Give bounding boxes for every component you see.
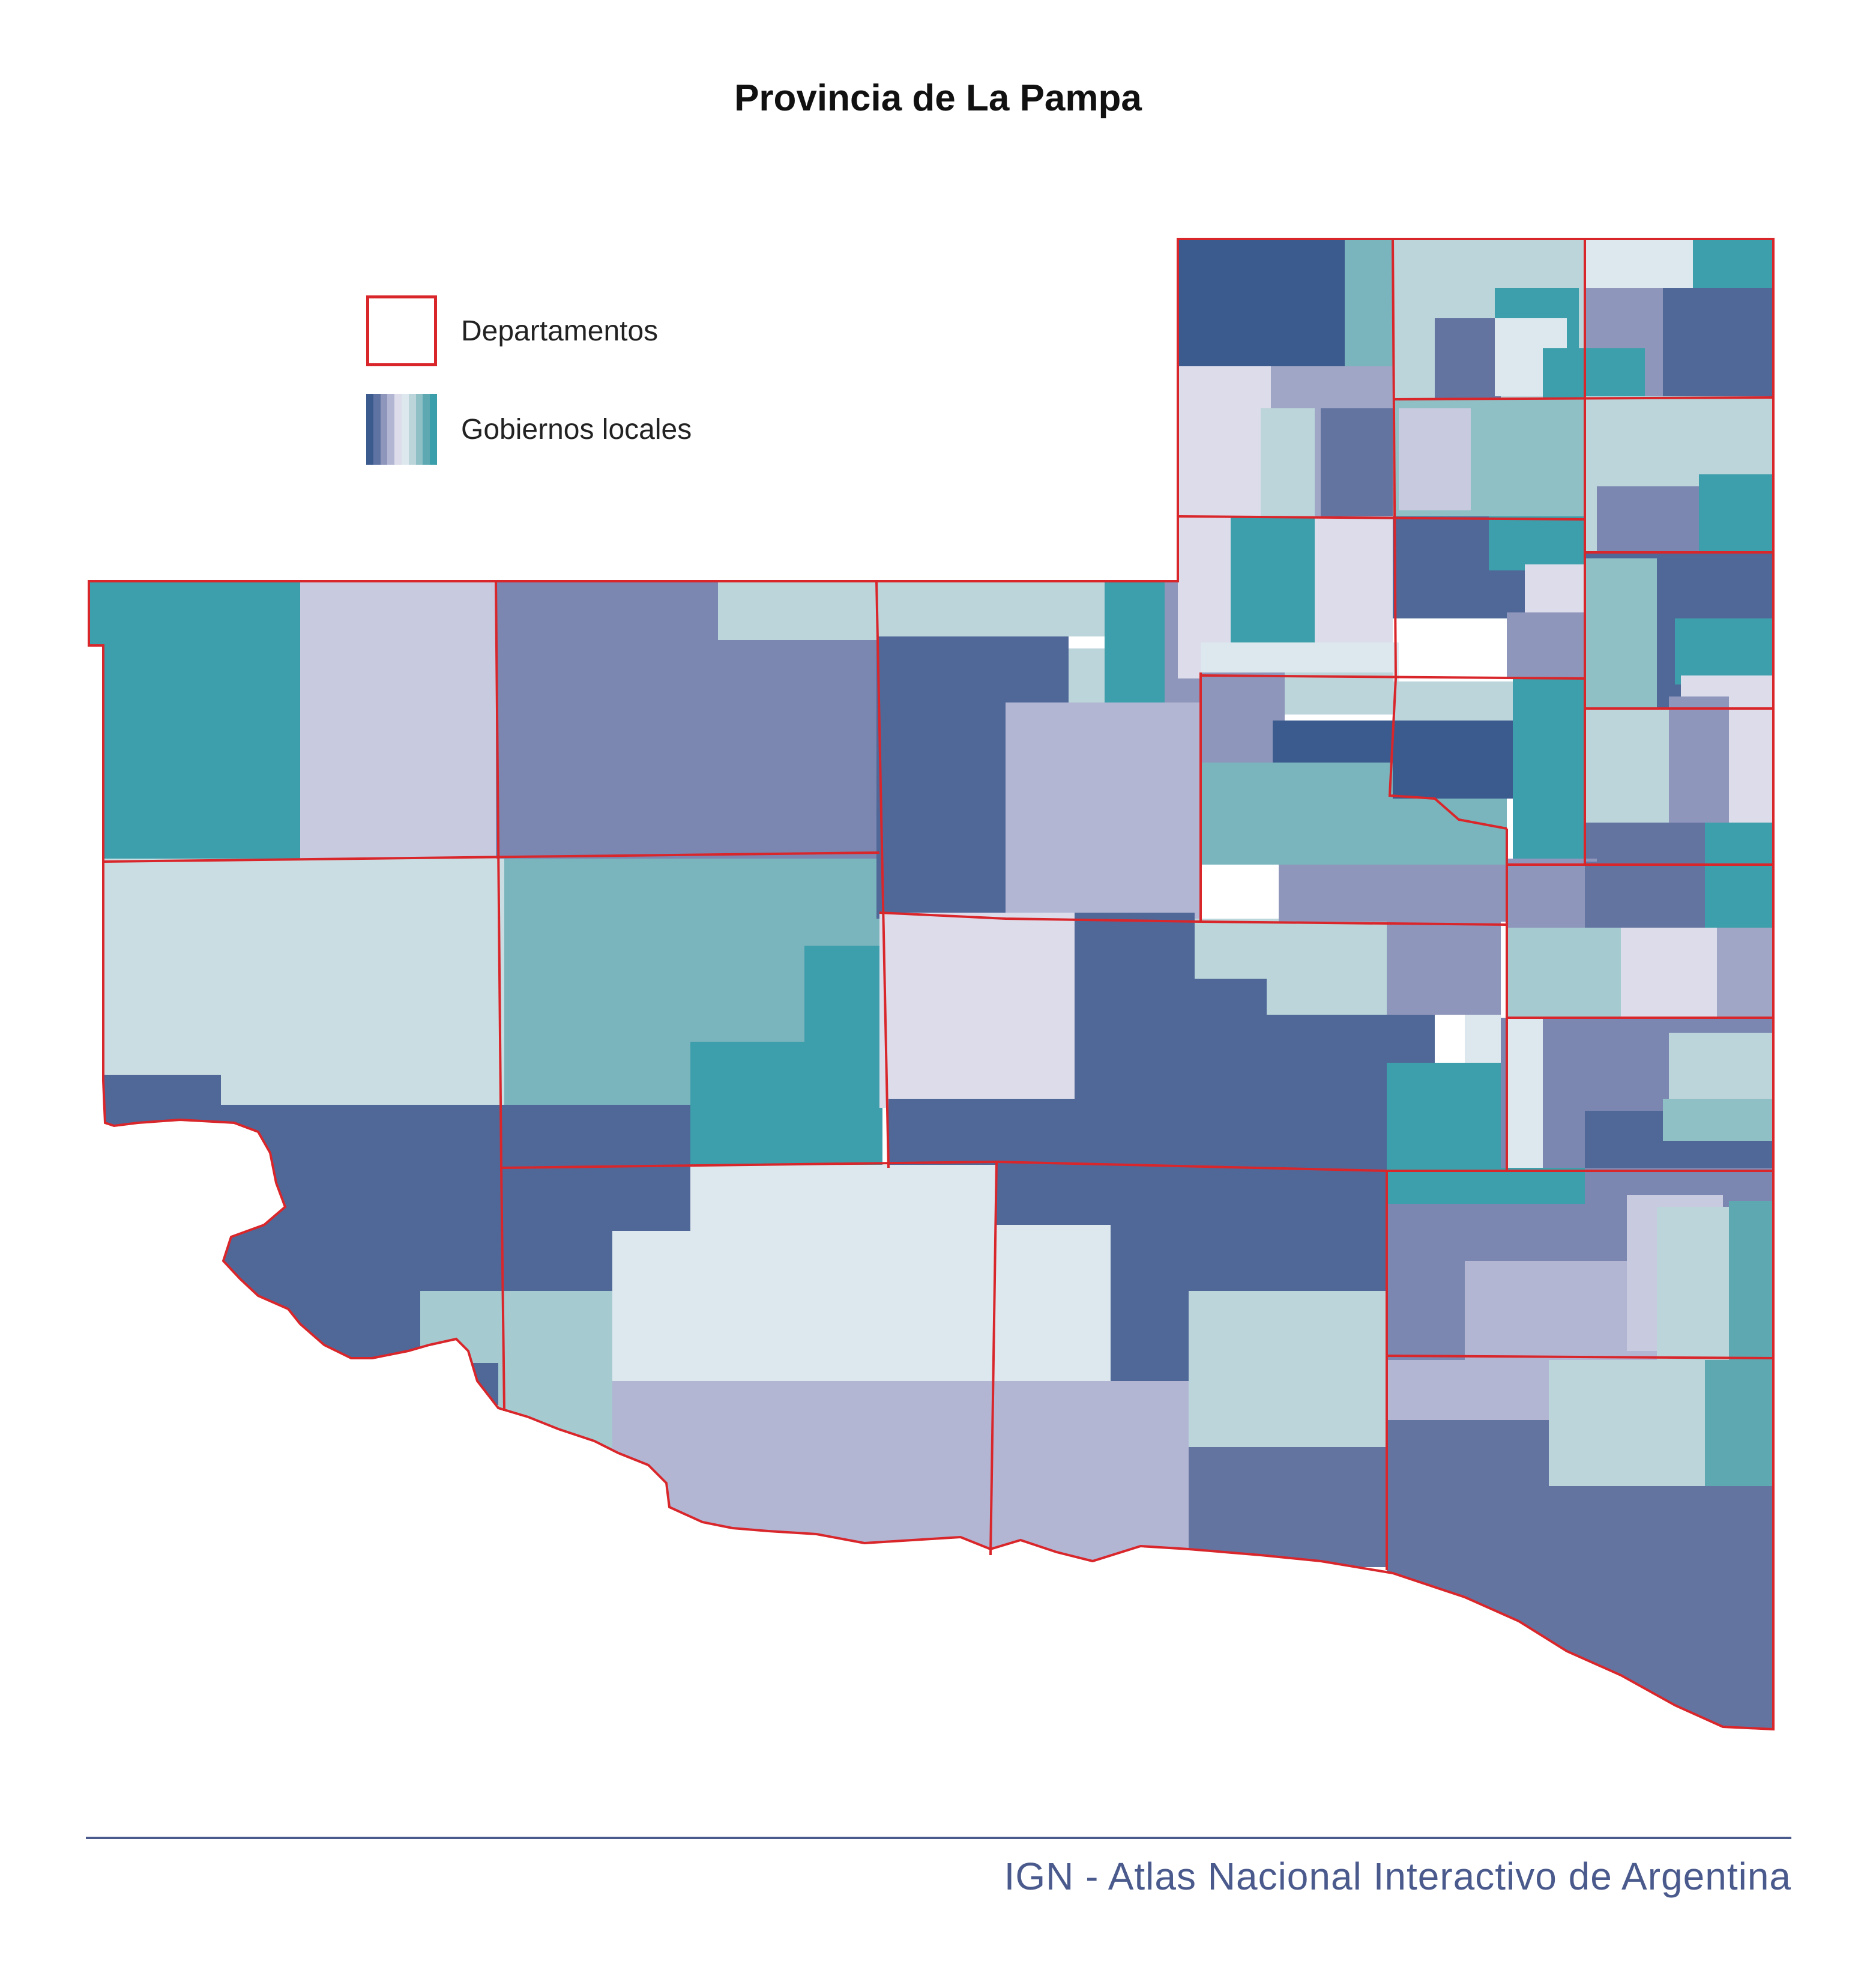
ramp-color-step	[423, 394, 430, 465]
local-gov-area	[1705, 862, 1773, 928]
local-gov-area	[879, 913, 1078, 1108]
local-gov-area	[1387, 1168, 1585, 1204]
local-gov-area	[1075, 913, 1195, 1168]
legend-departments-label: Departamentos	[461, 315, 659, 347]
map-title: Provincia de La Pampa	[734, 77, 1142, 119]
local-gov-area	[1585, 558, 1657, 709]
local-gov-area	[1387, 922, 1501, 1015]
local-gov-area	[690, 1165, 997, 1231]
local-gov-area	[1507, 928, 1621, 1018]
local-gov-area	[1201, 672, 1285, 769]
ramp-color-step	[380, 394, 388, 465]
local-gov-area	[1669, 1033, 1773, 1111]
local-gov-area	[1705, 1360, 1773, 1486]
local-gov-area	[804, 946, 882, 1042]
department-boundary	[1392, 396, 1774, 400]
local-gov-area	[1675, 618, 1773, 684]
local-gov-area	[1549, 1360, 1705, 1486]
local-gov-area	[1513, 678, 1585, 865]
department-boundary	[103, 851, 880, 863]
local-gov-area	[1387, 1063, 1501, 1168]
legend-local-governments-label: Gobiernos locales	[461, 413, 692, 446]
local-gov-area	[1657, 1207, 1741, 1366]
local-gov-area	[1273, 721, 1393, 769]
local-gov-area	[997, 1381, 1189, 1561]
local-gov-area	[612, 1231, 997, 1381]
local-gov-area	[501, 1105, 690, 1168]
local-gov-area	[1669, 696, 1729, 829]
local-gov-area	[1597, 486, 1699, 552]
local-gov-area	[89, 859, 504, 1111]
local-gov-area	[221, 1105, 504, 1405]
province-outline	[88, 238, 1775, 1731]
ramp-color-step	[415, 394, 423, 465]
local-gov-area	[1006, 702, 1201, 919]
local-gov-area	[1345, 239, 1393, 371]
local-gov-area	[1585, 709, 1669, 829]
local-gov-area	[1585, 823, 1705, 865]
department-boundary	[1386, 1355, 1774, 1359]
local-gov-area	[1717, 928, 1773, 1018]
ramp-color-step	[366, 394, 373, 465]
ramp-color-step	[394, 394, 402, 465]
ramp-color-step	[387, 394, 395, 465]
local-gov-area	[1621, 928, 1717, 1018]
local-gov-area	[1507, 1018, 1543, 1174]
local-gov-area	[1393, 721, 1513, 799]
local-gov-area	[1261, 408, 1315, 516]
legend-departments: Departamentos	[366, 295, 658, 366]
legend-local-governments: Gobiernos locales	[366, 394, 692, 465]
local-gov-area	[1315, 516, 1393, 642]
department-boundary	[1585, 551, 1773, 710]
local-gov-area	[690, 1042, 882, 1168]
local-gov-area	[1069, 648, 1105, 702]
local-gov-area	[1663, 1099, 1773, 1141]
ramp-color-step	[430, 394, 437, 465]
local-gov-area	[89, 576, 300, 859]
local-gov-area	[1585, 862, 1705, 928]
department-border-swatch	[366, 295, 437, 366]
department-boundary	[1388, 238, 1507, 830]
local-gov-area	[1178, 239, 1364, 371]
local-gov-area	[1399, 408, 1471, 510]
local-gov-area	[1489, 516, 1585, 570]
footer-credit: IGN - Atlas Nacional Interactivo de Arge…	[1004, 1855, 1791, 1898]
local-gov-area	[718, 576, 876, 640]
local-gov-area	[1705, 823, 1773, 865]
local-gov-area	[997, 1225, 1111, 1381]
local-gov-area	[1189, 1447, 1387, 1567]
local-gov-area	[888, 1099, 1075, 1168]
local-gov-area	[1195, 919, 1387, 979]
local-gov-area	[1279, 865, 1507, 922]
department-boundary	[989, 1161, 998, 1556]
local-gov-area	[1525, 564, 1585, 618]
local-gov-area	[718, 640, 876, 859]
department-boundary	[1507, 863, 1773, 1019]
local-gov-area	[1178, 366, 1271, 516]
local-gov-area	[1585, 239, 1693, 293]
local-gov-area	[1507, 612, 1585, 678]
footer-rule	[86, 1837, 1791, 1839]
local-gov-area	[1189, 1291, 1387, 1447]
ramp-color-step	[401, 394, 409, 465]
department-boundary	[501, 1160, 1773, 1172]
local-gov-area	[1435, 318, 1501, 402]
department-boundary	[875, 581, 890, 1168]
local-gov-area	[1039, 636, 1069, 702]
local-governments-layer	[89, 239, 1773, 1729]
local-gov-area	[496, 576, 718, 859]
department-boundary	[879, 911, 1507, 926]
ramp-color-step	[373, 394, 381, 465]
local-gov-area	[300, 576, 496, 859]
ramp-color-step	[408, 394, 416, 465]
local-gov-area	[1699, 474, 1773, 552]
department-boundary	[1177, 515, 1585, 680]
department-boundaries	[88, 238, 1775, 1731]
local-gov-area	[1321, 408, 1393, 516]
local-government-color-ramp	[366, 394, 437, 465]
local-gov-area	[1105, 576, 1165, 702]
local-gov-area	[1729, 1201, 1773, 1366]
